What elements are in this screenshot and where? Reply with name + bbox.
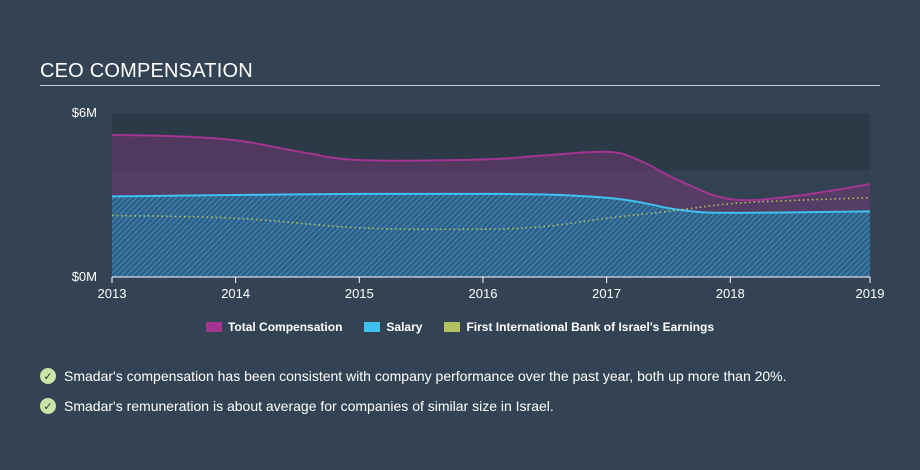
y-tick-label: $0M (72, 269, 97, 284)
legend-item-salary[interactable]: Salary (364, 320, 422, 334)
title-divider (40, 85, 880, 86)
legend-swatch-earnings (444, 322, 461, 332)
legend-item-earnings[interactable]: First International Bank of Israel's Ear… (444, 320, 714, 334)
x-tick-label: 2013 (98, 286, 127, 300)
legend-item-total-compensation[interactable]: Total Compensation (205, 320, 343, 334)
chart-legend: Total Compensation Salary First Internat… (0, 320, 920, 334)
note-item: ✓ Smadar's remuneration is about average… (40, 398, 554, 414)
x-tick-label: 2018 (716, 286, 745, 300)
earnings-line (111, 196, 871, 231)
x-tick-label: 2016 (469, 286, 498, 300)
legend-swatch-salary (364, 322, 381, 332)
salary-line (111, 192, 871, 214)
salary-area (112, 193, 870, 277)
x-tick-label: 2019 (856, 286, 885, 300)
x-tick-label: 2017 (592, 286, 621, 300)
legend-swatch-total (205, 322, 222, 332)
page-title: CEO COMPENSATION (40, 60, 253, 82)
note-text: Smadar's remuneration is about average f… (64, 398, 554, 414)
x-tick-label: 2015 (345, 286, 374, 300)
plot-band-upper (112, 113, 870, 171)
x-tick-label: 2014 (221, 286, 250, 300)
note-text: Smadar's compensation has been consisten… (64, 368, 787, 384)
y-tick-label: $6M (72, 105, 97, 120)
legend-label-total: Total Compensation (227, 320, 343, 334)
check-icon: ✓ (40, 398, 56, 414)
legend-label-salary: Salary (386, 320, 423, 334)
legend-label-earnings: First International Bank of Israel's Ear… (466, 320, 715, 334)
compensation-chart: 2013 2014 2015 2016 2017 2018 2019 $6M $0M (72, 105, 885, 300)
total-compensation-line (111, 133, 871, 202)
note-item: ✓ Smadar's compensation has been consist… (40, 368, 787, 384)
check-icon: ✓ (40, 368, 56, 384)
